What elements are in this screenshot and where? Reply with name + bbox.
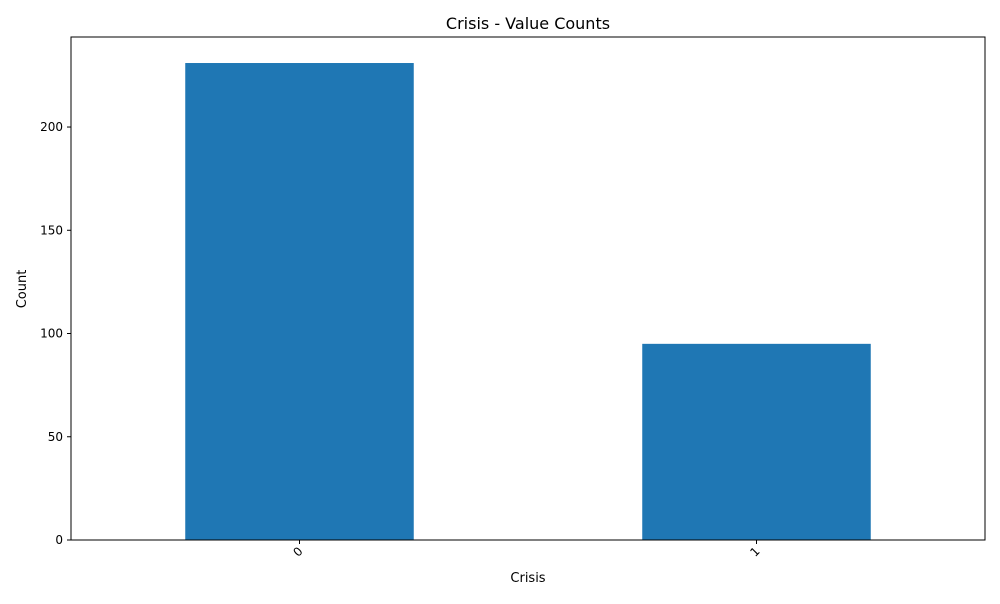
y-axis: 0 50 100 150 200 — [40, 120, 71, 547]
plot-frame — [70, 36, 986, 541]
y-axis-label: Count — [15, 270, 30, 309]
y-tick-label: 50 — [48, 430, 63, 444]
y-tick-label: 150 — [40, 223, 63, 237]
plot-area — [185, 63, 871, 540]
x-tick-label: 1 — [747, 544, 762, 559]
x-axis-label: Crisis — [510, 571, 545, 586]
bar-1 — [642, 343, 871, 540]
y-tick-label: 100 — [40, 327, 63, 341]
x-tick-label: 0 — [290, 544, 305, 559]
y-tick-label: 200 — [40, 120, 63, 134]
y-tick-label: 0 — [55, 533, 63, 547]
bar-0 — [185, 63, 414, 540]
chart-title: Crisis - Value Counts — [446, 14, 610, 33]
